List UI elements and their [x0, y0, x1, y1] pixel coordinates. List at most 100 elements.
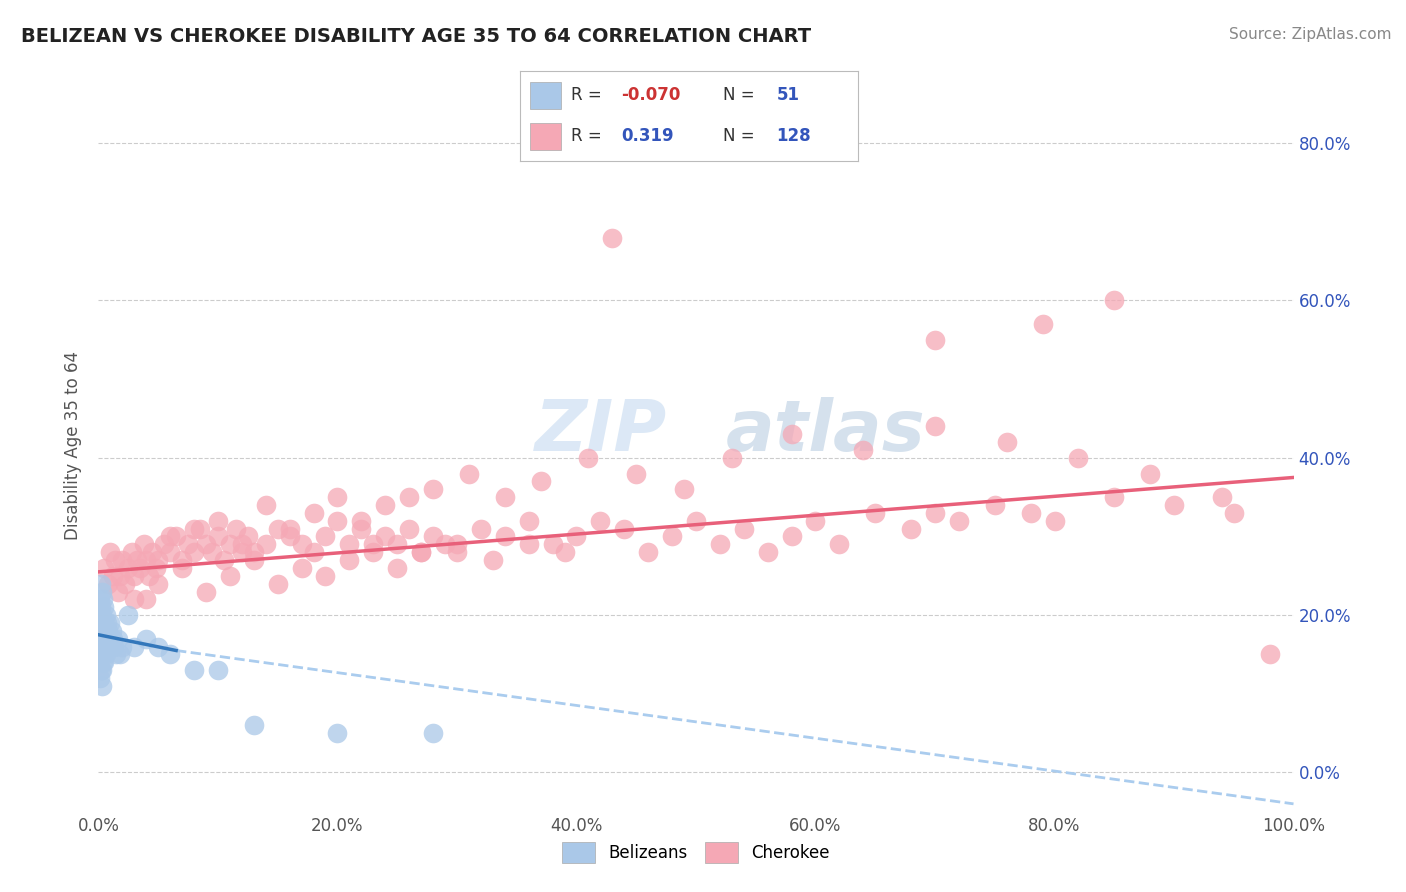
Point	[91, 679, 114, 693]
Point	[434, 537, 457, 551]
Point	[97, 576, 120, 591]
Point	[97, 640, 120, 654]
Point	[422, 529, 444, 543]
Point	[91, 655, 114, 669]
Point	[302, 506, 325, 520]
Point	[159, 545, 181, 559]
Point	[98, 632, 121, 646]
Point	[948, 514, 970, 528]
Point	[148, 576, 170, 591]
Point	[602, 230, 624, 244]
Point	[315, 529, 337, 543]
Point	[446, 545, 468, 559]
Point	[94, 648, 117, 662]
Point	[780, 427, 803, 442]
Point	[494, 490, 516, 504]
Point	[302, 545, 325, 559]
Point	[91, 632, 114, 646]
Point	[565, 529, 588, 543]
Point	[578, 450, 600, 465]
Point	[291, 561, 314, 575]
Point	[212, 553, 235, 567]
Point	[278, 522, 301, 536]
Point	[135, 553, 157, 567]
Point	[93, 640, 115, 654]
Point	[326, 514, 349, 528]
Point	[91, 615, 114, 630]
Point	[94, 608, 117, 623]
Point	[101, 568, 124, 582]
Point	[363, 545, 385, 559]
Point	[673, 482, 696, 496]
Point	[94, 632, 117, 646]
Point	[517, 537, 540, 551]
Point	[195, 537, 218, 551]
Point	[124, 592, 146, 607]
FancyBboxPatch shape	[530, 123, 561, 150]
Point	[114, 576, 136, 591]
Point	[117, 561, 139, 575]
Point	[124, 640, 146, 654]
Point	[111, 553, 134, 567]
Point	[422, 726, 444, 740]
Point	[278, 529, 301, 543]
Point	[183, 545, 205, 559]
Point	[1139, 467, 1161, 481]
Point	[267, 576, 290, 591]
Point	[828, 537, 851, 551]
Point	[103, 640, 125, 654]
Point	[756, 545, 779, 559]
Point	[107, 584, 129, 599]
Point	[236, 529, 259, 543]
Point	[98, 632, 122, 646]
Point	[865, 506, 887, 520]
Point	[1163, 498, 1185, 512]
Point	[481, 553, 505, 567]
Point	[121, 545, 143, 559]
Point	[995, 435, 1018, 450]
Point	[101, 632, 124, 646]
Point	[1019, 506, 1042, 520]
Point	[350, 522, 373, 536]
Point	[98, 545, 122, 559]
Point	[91, 648, 114, 662]
Point	[207, 514, 229, 528]
Point	[93, 655, 115, 669]
Point	[398, 522, 420, 536]
Point	[135, 592, 157, 607]
Text: 51: 51	[776, 87, 800, 104]
Point	[105, 648, 128, 662]
Point	[117, 608, 139, 623]
Point	[385, 537, 409, 551]
Point	[613, 522, 636, 536]
Point	[89, 632, 111, 646]
Point	[315, 568, 337, 582]
Point	[243, 553, 266, 567]
Point	[363, 537, 385, 551]
Point	[177, 537, 200, 551]
Point	[1104, 490, 1126, 504]
Point	[225, 522, 247, 536]
Point	[326, 490, 349, 504]
Point	[254, 537, 277, 551]
Point	[90, 640, 112, 654]
Point	[91, 592, 114, 607]
Point	[411, 545, 433, 559]
Point	[108, 648, 131, 662]
Point	[374, 529, 396, 543]
Text: R =: R =	[571, 128, 607, 145]
Point	[852, 442, 875, 457]
Point	[96, 640, 118, 654]
Point	[104, 553, 127, 567]
Text: 128: 128	[776, 128, 811, 145]
Point	[374, 498, 396, 512]
Text: R =: R =	[571, 87, 607, 104]
Point	[91, 608, 114, 623]
Text: N =: N =	[723, 128, 759, 145]
Point	[172, 561, 194, 575]
Point	[138, 568, 160, 582]
Point	[90, 600, 112, 615]
Point	[96, 615, 118, 630]
Point	[148, 640, 170, 654]
Point	[89, 648, 111, 662]
